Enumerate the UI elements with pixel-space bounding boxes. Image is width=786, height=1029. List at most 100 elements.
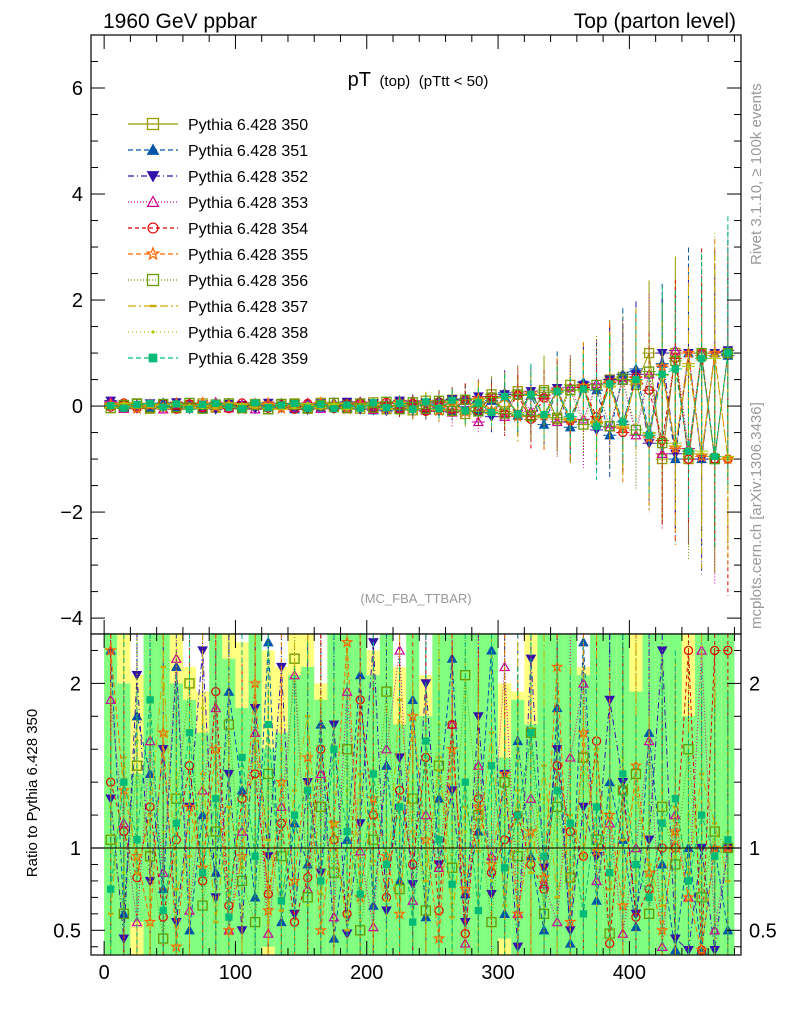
ratio-point xyxy=(658,819,666,827)
data-point xyxy=(671,365,679,373)
data-point xyxy=(133,400,141,409)
legend-swatch-marker xyxy=(146,143,160,155)
legend-swatch-marker xyxy=(148,353,158,363)
data-point xyxy=(527,390,535,399)
data-point xyxy=(697,354,706,363)
ratio-point xyxy=(448,880,456,888)
data-point xyxy=(212,399,220,408)
data-point xyxy=(553,387,561,395)
data-point xyxy=(306,401,310,406)
ratio-point xyxy=(225,913,233,921)
main-panel: −4 −2 0 2 4 6 xyxy=(60,34,742,635)
ratio-point xyxy=(301,750,315,763)
legend-item: Pythia 6.428 358 xyxy=(128,325,308,342)
ratio-point xyxy=(304,786,312,795)
ratio-point xyxy=(697,811,706,819)
ratio-point xyxy=(723,645,733,656)
ratio-point xyxy=(120,778,128,786)
legend-item: Pythia 6.428 355 xyxy=(128,246,308,264)
ratio-point xyxy=(500,864,509,872)
x-tick-label: 0 xyxy=(99,962,110,984)
ratio-point xyxy=(214,854,218,858)
ratio-point xyxy=(198,869,207,877)
ratio-point xyxy=(341,744,353,755)
ratio-line xyxy=(110,650,729,947)
ratio-point xyxy=(725,879,731,883)
legend-item: Pythia 6.428 359 xyxy=(128,351,308,368)
ratio-point xyxy=(568,887,572,891)
ratio-point xyxy=(277,897,286,905)
ratio-point xyxy=(700,871,704,875)
ratio-point xyxy=(395,803,404,811)
data-point xyxy=(304,404,312,412)
ratio-point xyxy=(474,906,483,915)
data-point xyxy=(290,399,299,408)
ratio-point xyxy=(160,665,166,669)
series-Pythia-6428-359 xyxy=(104,216,735,548)
data-point xyxy=(461,407,469,415)
ratio-point xyxy=(463,829,467,834)
ratio-point xyxy=(380,849,393,862)
ratio-series-Pythia-6428-359 xyxy=(107,634,732,955)
ratio-point xyxy=(659,904,665,907)
ratio-point xyxy=(435,836,443,844)
legend-label: Pythia 6.428 359 xyxy=(188,351,308,368)
legend-label: Pythia 6.428 353 xyxy=(188,195,308,212)
data-point xyxy=(712,354,718,357)
ratio-point xyxy=(489,879,494,883)
data-point xyxy=(356,404,364,412)
ratio-point xyxy=(620,838,626,841)
legend-swatch-marker xyxy=(147,222,159,234)
ratio-point xyxy=(147,813,153,817)
ratio-point xyxy=(107,885,115,893)
data-point xyxy=(146,399,154,408)
ratio-point xyxy=(331,822,337,825)
ratio-line xyxy=(110,666,729,931)
data-point xyxy=(292,406,297,410)
ratio-point xyxy=(104,643,118,656)
ratio-point xyxy=(695,943,708,955)
legend-label: Pythia 6.428 358 xyxy=(188,325,308,342)
ratio-y-tick-label: 2 xyxy=(70,673,81,695)
ratio-point xyxy=(409,918,417,926)
ratio-point xyxy=(369,770,377,778)
data-point xyxy=(277,401,286,409)
data-point xyxy=(107,401,115,410)
data-point xyxy=(240,402,244,406)
main-x-axis xyxy=(103,35,735,634)
legend: Pythia 6.428 350 Pythia 6.428 351 Pythia 6… xyxy=(128,117,308,368)
ratio-point xyxy=(122,871,126,875)
ratio-point xyxy=(173,887,180,891)
ratio-point xyxy=(131,671,143,681)
data-point xyxy=(238,405,246,413)
data-point xyxy=(514,410,522,418)
ratio-point xyxy=(461,778,469,786)
data-point xyxy=(685,362,692,365)
ratio-point xyxy=(265,838,271,841)
ratio-point xyxy=(449,915,455,919)
ratio-point xyxy=(290,811,299,819)
ratio-point xyxy=(422,737,430,745)
ratio-point xyxy=(529,862,533,867)
ratio-x-axis: 0 100 200 300 400 xyxy=(99,634,735,984)
data-point xyxy=(487,408,496,417)
ratio-point xyxy=(555,838,559,842)
ratio-panel: 0.5 0.5 1 1 2 2 0 100 200 300 400 xyxy=(53,633,777,984)
ratio-point xyxy=(579,910,588,918)
data-point xyxy=(566,413,574,421)
ratio-point xyxy=(185,729,194,737)
data-point xyxy=(251,399,259,407)
y-tick-label: −4 xyxy=(60,608,83,630)
data-point xyxy=(435,405,443,413)
ratio-point xyxy=(330,745,338,753)
data-point xyxy=(252,406,258,409)
main-data-layer xyxy=(104,216,735,596)
legend-label: Pythia 6.428 356 xyxy=(188,273,308,290)
data-point xyxy=(713,356,717,360)
data-point xyxy=(684,447,693,455)
ratio-point xyxy=(279,747,284,751)
ratio-y-axis: 0.5 0.5 1 1 2 2 xyxy=(53,649,777,948)
main-title-main: pT xyxy=(348,69,371,91)
